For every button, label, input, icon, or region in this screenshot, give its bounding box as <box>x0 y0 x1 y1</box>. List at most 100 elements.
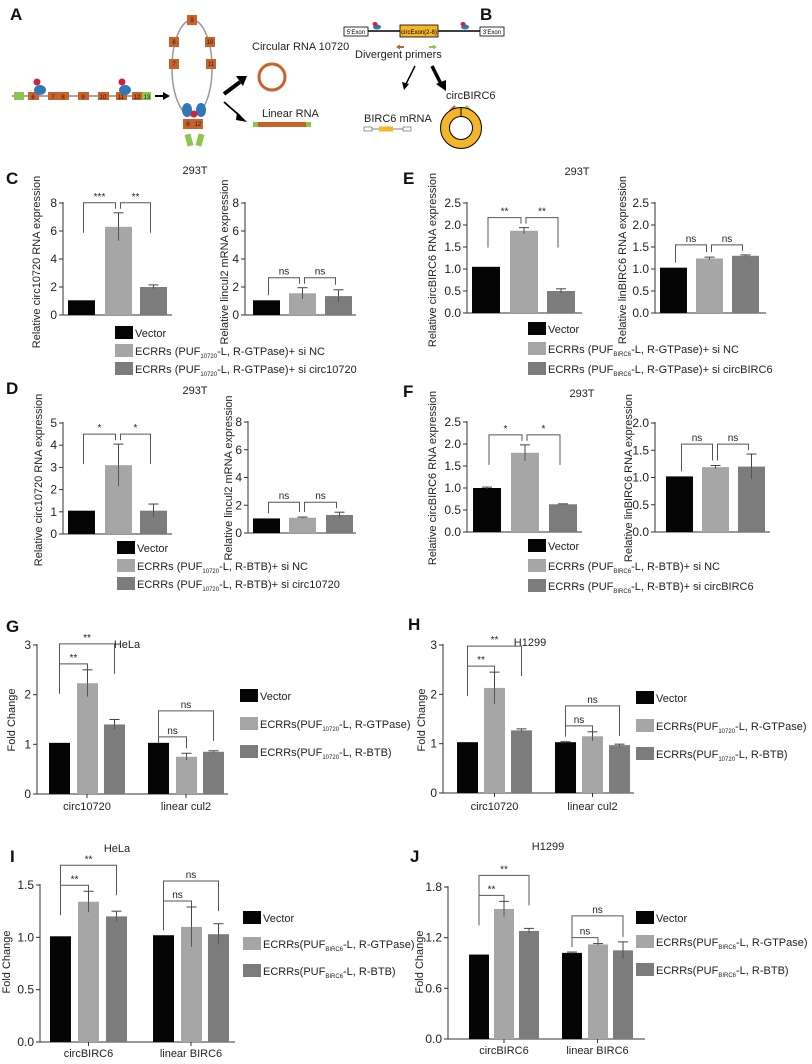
legend-text-suffix: -L, R-BTB)+ si NC <box>219 561 308 573</box>
y-tick-label: 4 <box>232 252 239 266</box>
legend-text-suffix: -L, R-BTB) <box>735 749 788 761</box>
circular-rna-ring <box>257 62 287 92</box>
exon-box <box>78 92 89 100</box>
chart-title: HeLa <box>114 639 141 651</box>
significance-bracket <box>571 915 624 946</box>
legend-text: Vector <box>137 543 169 555</box>
legend-entry: Vector <box>260 691 292 703</box>
y-tick-label: 3 <box>50 460 57 474</box>
exon-box <box>98 92 109 100</box>
legend-entry: ECRRs (PUF10720-L, R-GTPase)+ si circ107… <box>135 364 357 378</box>
significance-label: ns <box>592 905 603 916</box>
chart-title: 293T <box>569 388 594 400</box>
legend-swatch <box>117 559 135 572</box>
legend-text: ECRRs (PUF <box>137 561 203 573</box>
significance-bracket <box>681 443 713 472</box>
chart-title: 293T <box>564 166 589 178</box>
y-tick-label: 0.0 <box>444 306 461 320</box>
flank-exon-green <box>184 133 194 147</box>
legend-swatch <box>528 342 546 355</box>
bar <box>181 926 202 1042</box>
legend-entry: ECRRs(PUF10720-L, R-BTB) <box>260 747 392 761</box>
y-tick-label: 0.0 <box>632 306 649 320</box>
significance-bracket <box>120 433 151 465</box>
y-tick-label: 0.0 <box>17 1035 34 1049</box>
effector-domain-icon <box>33 78 41 86</box>
legend-entry: Vector <box>263 913 295 925</box>
loop-exon-box <box>206 59 216 69</box>
bar <box>176 756 197 794</box>
legend-swatch <box>117 577 135 590</box>
legend-text: Vector <box>548 324 580 336</box>
y-tick-label: 0 <box>50 527 57 541</box>
rna-binding-protein-icon <box>196 103 206 117</box>
legend-entry: ECRRs(PUFBIRC6-L, R-BTB) <box>263 966 396 980</box>
significance-bracket <box>268 501 300 514</box>
bar <box>49 742 70 794</box>
exon-box <box>132 92 143 100</box>
legend-subscript: 10720 <box>202 569 219 575</box>
exon-number: 6 <box>31 95 35 101</box>
y-tick-label: 0 <box>430 786 437 800</box>
linear-rna-bar <box>253 122 311 127</box>
y-axis-label: Relative circBIRC6 RNA expression <box>427 391 439 565</box>
y-axis-label: Relative circBIRC6 RNA expression <box>427 173 439 347</box>
panel-label-e: E <box>403 169 414 188</box>
legend-entry: Vector <box>656 693 688 705</box>
legend-text: ECRRs(PUF <box>260 747 323 759</box>
bar <box>511 452 539 532</box>
significance-label: ns <box>692 433 703 444</box>
significance-bracket <box>488 434 523 465</box>
loop-exon-number: 12 <box>195 122 202 128</box>
y-tick-label: 1.0 <box>17 930 34 944</box>
thin-arrow-head-icon <box>402 82 409 90</box>
y-tick-label: 1.0 <box>632 471 649 485</box>
bar <box>203 751 224 794</box>
effector-icon <box>460 22 466 26</box>
legend-text-suffix: -L, R-GTPase) <box>736 937 808 949</box>
legend-text-suffix: -L, R-BTB) <box>343 966 396 978</box>
significance-bracket <box>526 434 561 465</box>
circ-exon-box <box>399 24 439 38</box>
significance-label: ns <box>167 726 178 737</box>
significance-label: * <box>134 423 138 434</box>
bar <box>472 266 500 313</box>
bar <box>77 683 98 794</box>
y-tick-label: 8 <box>232 196 239 210</box>
legend-entry: ECRRs(PUF10720-L, R-GTPase) <box>260 719 411 733</box>
y-tick-label: 2 <box>50 280 57 294</box>
legend-subscript: 10720 <box>200 354 217 360</box>
legend-swatch <box>243 964 261 977</box>
y-tick-label: 1.0 <box>444 262 461 276</box>
y-tick-label: 1 <box>430 737 437 751</box>
significance-label: ns <box>587 695 598 706</box>
legend-text: Vector <box>656 913 688 925</box>
legend-text-suffix: -L, R-GTPase) <box>343 939 415 951</box>
chart-title: H1299 <box>514 637 546 649</box>
bar <box>50 936 71 1042</box>
significance-label: ** <box>501 207 509 218</box>
legend-text: ECRRs (PUF <box>548 581 614 593</box>
legend-swatch <box>240 745 258 758</box>
significance-bracket <box>158 736 187 749</box>
bar <box>473 488 501 532</box>
significance-bracket <box>478 874 530 906</box>
legend-text-suffix: -L, R-GTPase)+ si NC <box>217 346 325 358</box>
bar <box>562 952 582 1039</box>
significance-label: ns <box>574 715 585 726</box>
bar <box>253 300 280 315</box>
significance-bracket <box>711 244 743 253</box>
effector-domain-icon <box>118 78 126 86</box>
bar <box>549 504 577 532</box>
legend-text-suffix: -L, R-GTPase) <box>735 721 807 733</box>
significance-label: * <box>98 423 102 434</box>
legend-text-suffix: -L, R-GTPase) <box>339 719 411 731</box>
y-tick-label: 6 <box>50 224 57 238</box>
significance-bracket <box>478 894 505 926</box>
y-axis-label: Relative circ10720 RNA expression <box>31 176 43 348</box>
legend-subscript: 10720 <box>202 587 219 593</box>
legend-text-suffix: -L, R-BTB) <box>736 965 789 977</box>
legend-swatch <box>243 937 261 950</box>
legend-subscript: BIRC6 <box>613 372 631 378</box>
